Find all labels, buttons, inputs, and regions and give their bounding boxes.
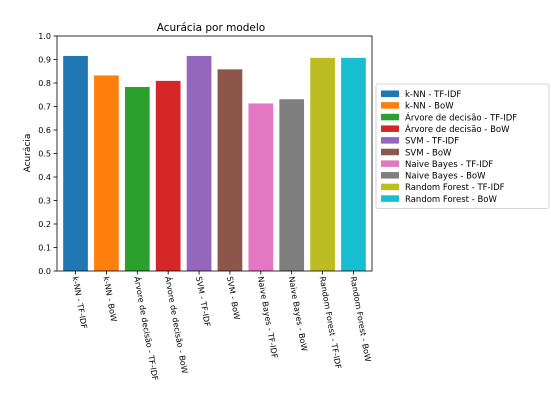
y-tick-label: 1.0 bbox=[38, 32, 51, 41]
y-tick-label: 0.2 bbox=[38, 220, 51, 229]
legend-label: k-NN - TF-IDF bbox=[405, 90, 461, 100]
legend-label: k-NN - BoW bbox=[405, 102, 454, 112]
legend-swatch bbox=[381, 160, 399, 167]
legend-label: Naive Bayes - BoW bbox=[405, 172, 486, 182]
bar-1 bbox=[63, 55, 88, 271]
legend-swatch bbox=[381, 148, 399, 156]
bar-2 bbox=[94, 75, 119, 271]
bar-5 bbox=[186, 55, 212, 271]
legend-swatch bbox=[381, 172, 399, 179]
y-tick-label: 0.4 bbox=[38, 173, 51, 182]
bar-6 bbox=[217, 69, 243, 272]
y-tick-label: 0.6 bbox=[38, 126, 51, 135]
y-tick-label: 0.1 bbox=[38, 244, 51, 253]
plot-area: k-NN - TF-IDF k-NN - BoW Árvore de decisão… bbox=[38, 32, 373, 382]
legend-label: Árvore de decisão - BoW bbox=[405, 123, 510, 135]
bar-10 bbox=[341, 57, 366, 271]
legend-swatch bbox=[381, 113, 399, 121]
legend-label: Random Forest - TF-IDF bbox=[405, 183, 505, 193]
x-tick-label: k-NN - BoW bbox=[101, 276, 118, 323]
x-tick-label: Árvore de decisão - TF-IDF bbox=[132, 275, 161, 381]
y-tick-label: 0.3 bbox=[38, 197, 51, 206]
x-tick-label: SVM - TF-IDF bbox=[194, 276, 212, 328]
legend-swatch bbox=[381, 137, 399, 144]
legend-swatch bbox=[381, 90, 399, 97]
legend-label: Árvore de decisão - TF-IDF bbox=[405, 111, 517, 123]
x-tick-label: Random Forest - TF-IDF bbox=[318, 276, 343, 370]
legend-box bbox=[375, 83, 550, 209]
x-tick-label: Naive Bayes - TF-IDF bbox=[256, 276, 279, 360]
legend-label: Naive Bayes - TF-IDF bbox=[405, 160, 493, 170]
x-tick-label: k-NN - TF-IDF bbox=[71, 276, 89, 330]
bar-3 bbox=[124, 87, 150, 271]
chart-title: Acurácia por modelo bbox=[157, 22, 266, 34]
bar-7 bbox=[248, 103, 274, 271]
bar-9 bbox=[310, 57, 335, 271]
legend-swatch bbox=[381, 183, 399, 191]
legend-label: Random Forest - BoW bbox=[405, 195, 497, 205]
legend-label: SVM - BoW bbox=[405, 148, 452, 158]
legend-swatch bbox=[381, 102, 399, 109]
y-axis-label: Acurácia bbox=[23, 134, 33, 173]
x-tick-label: Árvore de decisão - BoW bbox=[163, 275, 191, 374]
y-tick-label: 0.9 bbox=[38, 56, 51, 65]
y-tick-label: 0.7 bbox=[38, 103, 51, 112]
legend-label: SVM - TF-IDF bbox=[405, 137, 459, 147]
y-tick-label: 0.8 bbox=[38, 79, 51, 88]
legend-swatch bbox=[381, 195, 399, 202]
legend-swatch bbox=[381, 125, 399, 132]
x-tick-label: Random Forest - BoW bbox=[349, 276, 373, 363]
bar-4 bbox=[155, 80, 181, 271]
x-tick-label: SVM - BoW bbox=[225, 276, 241, 321]
axes-frame bbox=[56, 35, 373, 272]
bar-8 bbox=[279, 99, 305, 271]
y-tick-label: 0.5 bbox=[38, 150, 51, 159]
x-tick-label: Naive Bayes - BoW bbox=[287, 276, 309, 352]
y-tick-label: 0.0 bbox=[38, 267, 51, 276]
